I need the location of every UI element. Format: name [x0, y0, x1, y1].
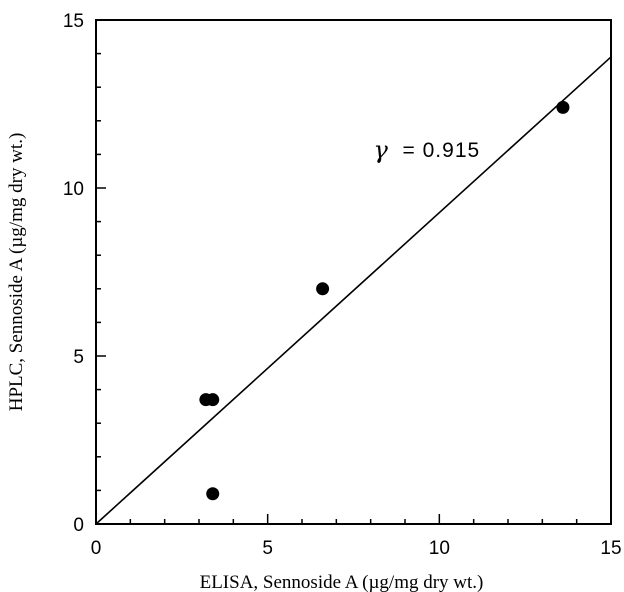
regression-line	[95, 56, 612, 525]
y-tick-label: 10	[63, 179, 84, 200]
correlation-value: = 0.915	[403, 139, 481, 162]
y-tick-label: 0	[73, 515, 84, 536]
y-tick-label: 5	[73, 347, 84, 368]
y-tick-labels: 0 5 10 15	[63, 11, 84, 536]
x-axis-label: ELISA, Sennoside A (µg/mg dry wt.)	[200, 572, 484, 592]
y-tick-label: 15	[63, 11, 84, 32]
x-tick-labels: 0 5 10 15	[91, 538, 622, 559]
x-tick-label: 5	[262, 538, 273, 559]
data-point	[206, 487, 220, 501]
data-points	[199, 100, 570, 501]
data-point	[206, 393, 220, 407]
data-point	[316, 282, 330, 296]
x-tick-label: 15	[600, 538, 621, 559]
axis-ticks	[95, 19, 612, 525]
x-tick-label: 10	[429, 538, 450, 559]
x-tick-label: 0	[91, 538, 102, 559]
plot-frame	[95, 19, 612, 525]
y-axis-label: HPLC, Sennoside A (µg/mg dry wt.)	[6, 133, 27, 412]
data-point	[556, 100, 570, 114]
correlation-symbol: γ	[374, 136, 389, 164]
